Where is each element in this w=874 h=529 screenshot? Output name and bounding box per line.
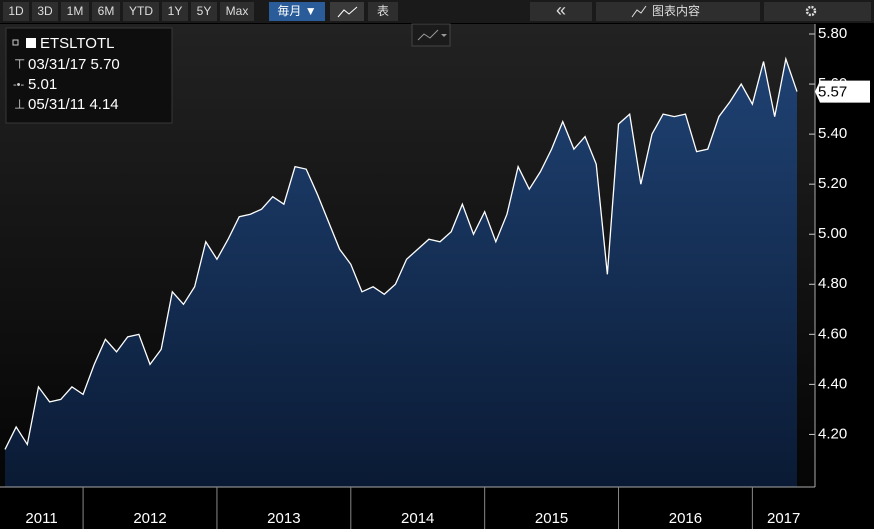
y-tick-label: 5.00 bbox=[818, 225, 847, 242]
legend-glyph: ⊤ bbox=[14, 56, 25, 71]
content-label: 图表内容 bbox=[652, 3, 700, 18]
icon bbox=[337, 6, 358, 18]
legend-glyph: ⊥ bbox=[14, 96, 25, 111]
x-tick-label: 2013 bbox=[267, 510, 300, 527]
x-tick-label: 2016 bbox=[669, 510, 702, 527]
back-button[interactable] bbox=[530, 2, 592, 21]
range-label: 3D bbox=[37, 4, 53, 18]
y-tick-label: 4.80 bbox=[818, 275, 847, 292]
x-tick-label: 2017 bbox=[767, 510, 800, 527]
back-label: « bbox=[556, 0, 566, 20]
x-tick-label: 2012 bbox=[133, 510, 166, 527]
range-label: 1M bbox=[67, 4, 84, 18]
frequency-label: 毎月 ▼ bbox=[277, 3, 316, 18]
y-tick-label: 4.20 bbox=[818, 425, 847, 442]
legend-swatch bbox=[26, 38, 36, 48]
last-value-box bbox=[815, 80, 870, 103]
x-tick-label: 2011 bbox=[25, 510, 57, 527]
range-button[interactable] bbox=[220, 2, 254, 21]
legend-average: 5.01 bbox=[28, 76, 57, 93]
y-tick-label: 5.80 bbox=[818, 25, 847, 42]
legend-glyph: -•- bbox=[13, 79, 25, 91]
y-tick-label: 4.40 bbox=[818, 375, 847, 392]
range-label: YTD bbox=[129, 4, 153, 18]
range-label: 5Y bbox=[197, 4, 212, 18]
legend-name: ETSLTOTL bbox=[40, 35, 114, 52]
range-button[interactable] bbox=[162, 2, 188, 21]
range-button[interactable] bbox=[92, 2, 120, 21]
range-button[interactable] bbox=[32, 2, 58, 21]
icon bbox=[631, 5, 647, 18]
legend-icon bbox=[12, 39, 19, 46]
chart-type-button[interactable] bbox=[411, 23, 451, 47]
y-tick-label: 5.20 bbox=[818, 175, 847, 192]
table-button[interactable] bbox=[368, 2, 398, 21]
range-label: 1D bbox=[8, 4, 24, 18]
legend-low: 05/31/11 4.14 bbox=[28, 96, 119, 113]
content-button[interactable] bbox=[596, 2, 760, 21]
x-tick-label: 2014 bbox=[401, 510, 434, 527]
range-button[interactable] bbox=[123, 2, 159, 21]
chart-button[interactable] bbox=[330, 2, 364, 21]
range-button[interactable] bbox=[3, 2, 29, 21]
legend-high: 03/31/17 5.70 bbox=[28, 56, 120, 73]
settings-button[interactable] bbox=[764, 2, 871, 21]
last-value-label: 5.57 bbox=[818, 84, 847, 101]
x-tick-label: 2015 bbox=[535, 510, 568, 527]
table-label: 表 bbox=[377, 4, 389, 18]
line bbox=[4, 56, 798, 450]
range-label: 1Y bbox=[168, 4, 183, 18]
range-label: Max bbox=[226, 4, 249, 18]
frequency-button[interactable] bbox=[269, 2, 325, 21]
icon bbox=[805, 5, 817, 17]
range-button[interactable] bbox=[191, 2, 217, 21]
range-label: 6M bbox=[98, 4, 115, 18]
y-tick-label: 4.60 bbox=[818, 325, 847, 342]
icon bbox=[441, 34, 447, 37]
icon bbox=[417, 29, 439, 41]
range-button[interactable] bbox=[61, 2, 89, 21]
y-tick-label: 5.40 bbox=[818, 125, 847, 142]
